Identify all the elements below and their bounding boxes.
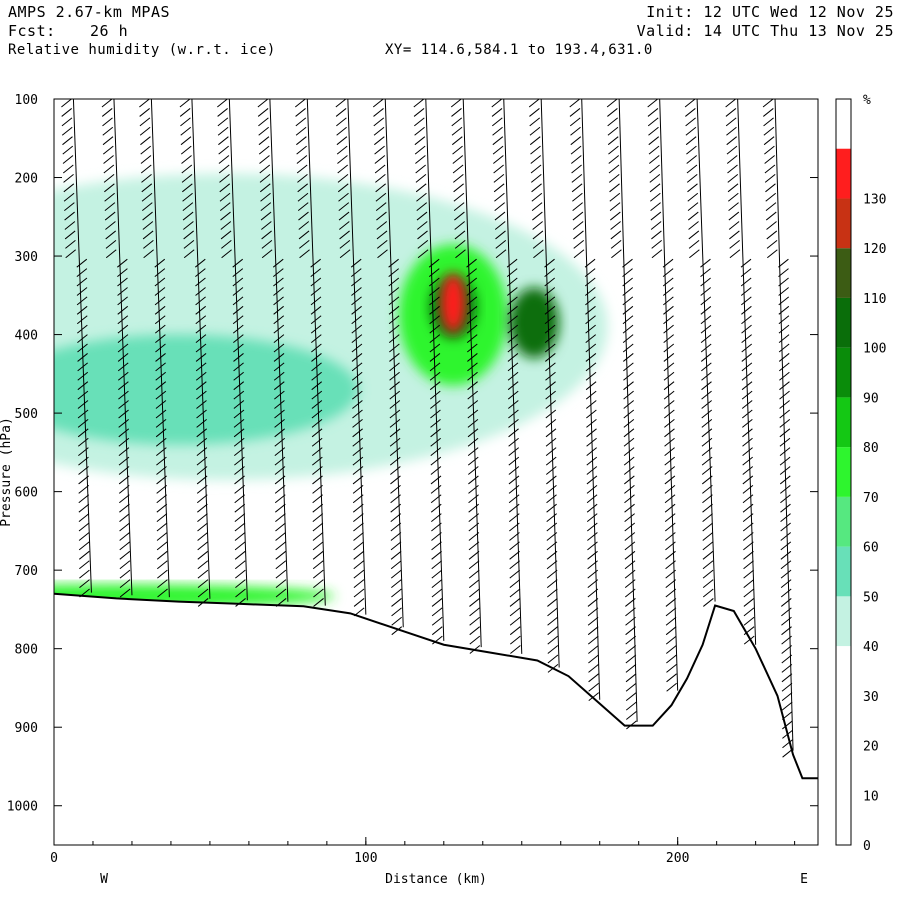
- init-time: Init: 12 UTC Wed 12 Nov 25: [646, 3, 894, 21]
- model-title: AMPS 2.67-km MPAS: [8, 3, 171, 21]
- colorbar-label-110: 110: [863, 292, 886, 307]
- barb-column-1: [101, 99, 131, 598]
- barb-staff-13: [581, 99, 601, 700]
- forecast-hour: 26 h: [90, 22, 129, 40]
- barb-staff-8: [384, 99, 404, 628]
- barb-staff-0: [72, 99, 92, 593]
- x-tick-label-0: 0: [50, 851, 58, 866]
- rh-feature-4: [440, 273, 466, 333]
- xy-range: XY= 114.6,584.1 to 193.4,631.0: [385, 42, 653, 58]
- y-tick-label-700: 700: [15, 564, 38, 579]
- colorbar-swatch-10: [836, 745, 851, 796]
- colorbar: 0 10 20 30 40 50 60 70 80 90 100 110 120 130%: [835, 93, 886, 854]
- barb-column-9: [413, 99, 443, 645]
- colorbar-label-120: 120: [863, 242, 886, 257]
- colorbar-swatch-40: [836, 596, 851, 647]
- barb-column-3: [179, 99, 209, 607]
- y-tick-label-800: 800: [15, 643, 38, 658]
- barb-staff-3: [191, 99, 211, 599]
- colorbar-swatch-30: [836, 646, 851, 696]
- colorbar-swatch-50: [836, 546, 851, 597]
- east-label: E: [800, 872, 808, 887]
- plot-frame: [53, 98, 819, 846]
- colorbar-frame: [835, 98, 852, 846]
- barb-staff-14: [618, 99, 638, 722]
- barb-column-2: [139, 99, 168, 598]
- y-tick-label-1000: 1000: [7, 800, 38, 815]
- colorbar-label-10: 10: [863, 789, 879, 804]
- barb-staff-17: [737, 99, 757, 645]
- y-tick-label-900: 900: [15, 721, 38, 736]
- colorbar-swatch-20: [836, 695, 851, 746]
- barb-column-5: [257, 99, 287, 607]
- barb-column-4: [217, 99, 246, 607]
- colorbar-label-130: 130: [863, 192, 886, 207]
- barb-column-7: [335, 99, 365, 617]
- rh-field: [54, 99, 818, 845]
- colorbar-label-100: 100: [863, 342, 886, 357]
- barb-column-6: [294, 99, 324, 607]
- colorbar-label-80: 80: [863, 441, 879, 456]
- y-tick-label-100: 100: [15, 93, 38, 108]
- wind-barbs: [61, 99, 794, 758]
- colorbar-swatch-130: [836, 148, 851, 199]
- barb-staff-12: [540, 99, 560, 668]
- west-label: W: [100, 872, 108, 887]
- barb-column-8: [372, 99, 403, 636]
- rh-feature-1: [54, 334, 358, 445]
- x-tick-label-100: 100: [354, 851, 377, 866]
- colorbar-label-0: 0: [863, 839, 871, 854]
- colorbar-label-20: 20: [863, 740, 879, 755]
- y-tick-label-300: 300: [15, 250, 38, 265]
- colorbar-swatch-80: [836, 397, 851, 448]
- y-tick-label-600: 600: [15, 486, 38, 501]
- barb-column-16: [684, 99, 714, 607]
- below-ground-mask: [54, 593, 818, 845]
- y-axis-label: Pressure (hPa): [0, 417, 14, 527]
- colorbar-swatch-90: [836, 347, 851, 398]
- barb-staff-6: [306, 99, 326, 606]
- terrain-line: [54, 592, 818, 780]
- barb-staff-9: [425, 99, 445, 641]
- colorbar-swatch-110: [836, 248, 851, 298]
- barb-staff-4: [228, 99, 248, 601]
- colorbar-swatch-100: [836, 297, 851, 348]
- y-tick-label-500: 500: [15, 407, 38, 422]
- x-tick-label-200: 200: [666, 851, 689, 866]
- colorbar-unit: %: [863, 93, 871, 108]
- colorbar-label-50: 50: [863, 590, 879, 605]
- colorbar-label-30: 30: [863, 690, 879, 705]
- valid-time: Valid: 14 UTC Thu 13 Nov 25: [636, 22, 894, 40]
- colorbar-label-60: 60: [863, 541, 879, 556]
- barb-column-17: [725, 99, 755, 645]
- barb-staff-16: [696, 99, 716, 602]
- colorbar-label-40: 40: [863, 640, 879, 655]
- barb-staff-1: [113, 99, 133, 596]
- colorbar-label-70: 70: [863, 491, 879, 506]
- y-tick-label-200: 200: [15, 172, 38, 187]
- colorbar-label-90: 90: [863, 391, 879, 406]
- colorbar-swatch-bottom: [836, 795, 851, 845]
- barb-staff-10: [462, 99, 482, 648]
- barb-staff-2: [150, 99, 170, 598]
- rh-feature-5: [509, 287, 560, 359]
- colorbar-swatch-120: [836, 198, 851, 249]
- field-name: Relative humidity (w.r.t. ice): [8, 42, 276, 58]
- barb-staff-5: [269, 99, 289, 602]
- barb-staff-7: [347, 99, 367, 615]
- barb-column-0: [61, 99, 90, 598]
- forecast-label: Fcst:: [8, 22, 56, 40]
- colorbar-swatch-70: [836, 447, 851, 497]
- x-axis-label: Distance (km): [385, 872, 487, 887]
- colorbar-swatch-60: [836, 496, 851, 547]
- barb-staff-18: [774, 99, 794, 751]
- y-tick-label-400: 400: [15, 329, 38, 344]
- barb-staff-11: [503, 99, 523, 654]
- barb-staff-15: [659, 99, 679, 691]
